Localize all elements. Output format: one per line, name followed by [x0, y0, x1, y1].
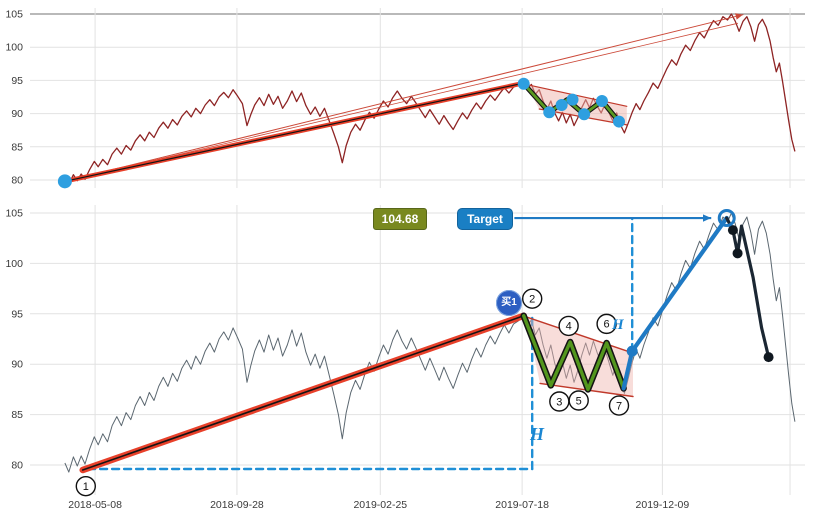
- y-tick-label: 100: [5, 42, 23, 54]
- flagpole-trendline-core: [64, 82, 525, 182]
- wedge-line-upper-head: [735, 13, 743, 20]
- pattern-point-6: [596, 313, 617, 335]
- y-tick-label: 100: [5, 258, 23, 270]
- pattern-point-5: [568, 390, 589, 411]
- buy-signal-marker[interactable]: 买1: [496, 290, 522, 316]
- y-tick-label: 85: [11, 409, 23, 421]
- y-tick-label: 80: [11, 175, 23, 187]
- post-target-dots: [763, 352, 774, 363]
- target-label-badge[interactable]: Target: [457, 208, 513, 230]
- pattern-point-3-label: 3: [556, 396, 562, 408]
- y-tick-label: 85: [11, 141, 23, 153]
- post-target-line: [725, 216, 771, 359]
- swing-marker-dots: [613, 115, 625, 128]
- x-tick-label: 2018-05-08: [68, 499, 122, 511]
- swing-marker-dots: [555, 98, 568, 111]
- pattern-point-7-label: 7: [616, 400, 622, 412]
- pattern-point-4-label: 4: [566, 321, 572, 333]
- x-tick-label: 2019-02-25: [353, 499, 407, 511]
- swing-marker-dots: [566, 93, 579, 106]
- start-marker-dot: [57, 174, 72, 189]
- pattern-point-4: [558, 315, 579, 337]
- pattern-point-7: [608, 395, 630, 416]
- breakout-node-dot: [626, 345, 638, 357]
- flagpole-trendline-core: [81, 315, 525, 471]
- swing-marker-dots: [543, 106, 556, 119]
- y-tick-label: 105: [5, 208, 23, 220]
- wedge-line-upper: [66, 14, 744, 182]
- swing-marker-dots: [517, 77, 530, 90]
- x-tick-label: 2019-12-09: [636, 499, 690, 511]
- pattern-point-6-label: 6: [604, 319, 610, 331]
- pattern-point-2-label: 2: [529, 293, 535, 305]
- overview-price-chart[interactable]: 80 85 90 95 100 105: [0, 0, 819, 195]
- x-tick-label: 2018-09-28: [210, 499, 264, 511]
- y-tick-label: 95: [11, 308, 23, 320]
- flag-zigzag: [522, 314, 626, 392]
- y-tick-label: 105: [5, 9, 23, 21]
- y-tick-label: 95: [11, 75, 23, 87]
- measured-target-value-badge[interactable]: 104.68: [373, 208, 427, 230]
- wedge-line-lower: [66, 22, 738, 182]
- target-hit-ring: [717, 209, 736, 228]
- pattern-point-5-label: 5: [576, 395, 582, 407]
- price-line: [64, 212, 796, 473]
- price-line: [64, 13, 796, 186]
- pattern-point-2: [522, 288, 543, 309]
- swing-marker-dots: [578, 108, 591, 121]
- y-tick-label: 90: [11, 359, 23, 371]
- y-tick-label: 90: [11, 108, 23, 120]
- x-tick-label: 2019-07-18: [495, 499, 549, 511]
- projected-height-h-label: H: [612, 317, 624, 333]
- swing-marker-dots: [595, 94, 608, 107]
- post-target-dots: [727, 225, 738, 236]
- pattern-point-1: [75, 475, 97, 497]
- post-target-dots: [732, 248, 743, 259]
- target-arrow-head: [703, 214, 712, 222]
- y-tick-label: 80: [11, 460, 23, 472]
- breakout-line: [621, 215, 729, 391]
- pattern-point-1-label: 1: [83, 481, 89, 493]
- annotated-price-chart[interactable]: 80 85 90 95 100 105 2018-05-08 2018-09-28 2019-0…: [0, 195, 819, 520]
- pole-height-h-label: H: [530, 424, 545, 444]
- flag-channel-upper: [525, 316, 634, 354]
